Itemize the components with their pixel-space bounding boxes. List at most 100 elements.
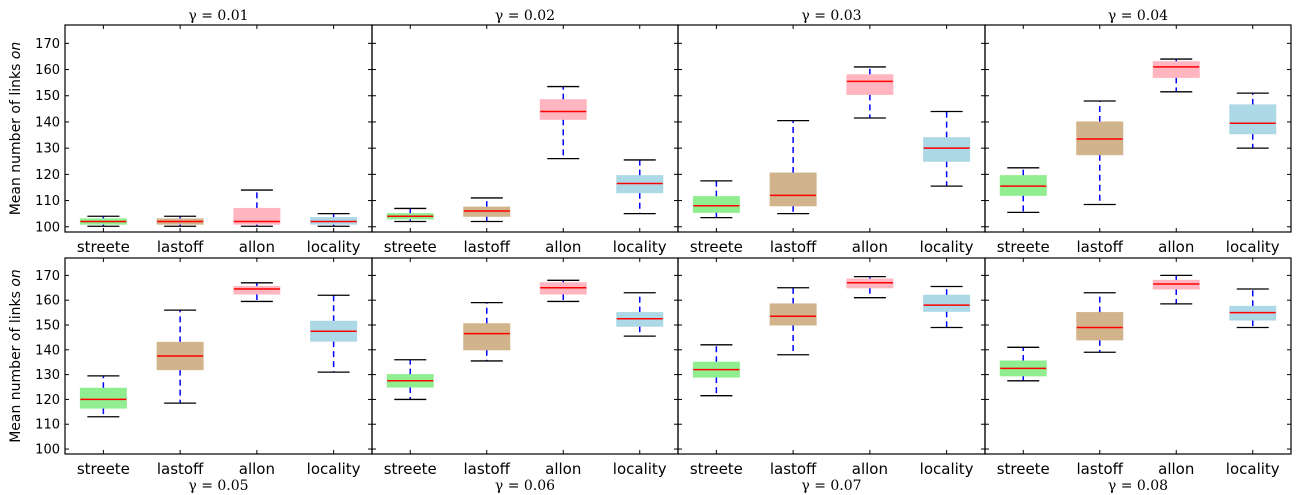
xtick-label: locality: [613, 238, 667, 256]
ytick-label: 120: [35, 168, 60, 183]
panel-title: γ = 0.03: [801, 8, 861, 24]
panel-8: streete lastoff allon locality γ = 0.08: [984, 257, 1292, 494]
panel-title: γ = 0.01: [188, 8, 248, 24]
xtick-label: lastoff: [770, 460, 817, 478]
panel-2: streete lastoff allon locality γ = 0.02: [371, 8, 679, 256]
xtick-label: allon: [545, 460, 581, 478]
xtick-label: streete: [690, 238, 743, 256]
ytick-label: 160: [35, 294, 60, 309]
panel-5: 100 110 120 130 140 150 160 170 streete lastoff al…: [35, 257, 373, 494]
panel-frame: [984, 257, 1292, 455]
xtick-label: allon: [852, 238, 888, 256]
box-body: [1229, 104, 1277, 135]
box-body: [79, 387, 127, 409]
ytick-label: 110: [35, 418, 60, 433]
box-locality: [923, 110, 971, 187]
box-streete: [999, 167, 1047, 213]
box-streete: [386, 359, 434, 401]
panel-title: γ = 0.06: [495, 478, 555, 494]
xtick-label: streete: [997, 460, 1050, 478]
box-allon: [233, 189, 281, 227]
ytick-label: 150: [35, 89, 60, 104]
xtick-label: allon: [852, 460, 888, 478]
y-axis-label-italic: on: [8, 269, 24, 286]
xtick-label: streete: [77, 238, 130, 256]
panel-frame: [64, 24, 373, 233]
panel-7: streete lastoff allon locality γ = 0.07: [677, 257, 986, 494]
ytick-label: 120: [35, 393, 60, 408]
ytick-label: 170: [35, 37, 60, 52]
panel-title: γ = 0.04: [1108, 8, 1168, 24]
box-locality: [616, 159, 664, 215]
y-axis-label-italic: on: [8, 42, 24, 59]
xtick-label: streete: [77, 460, 130, 478]
xtick-label: allon: [1158, 238, 1194, 256]
xtick-label: lastoff: [1076, 460, 1123, 478]
box-streete: [79, 375, 127, 418]
panel-4: streete lastoff allon locality γ = 0.04: [984, 8, 1292, 256]
y-axis-label: Mean number of links on: [8, 42, 24, 216]
xtick-label: streete: [690, 460, 743, 478]
box-body: [1076, 312, 1124, 341]
box-allon: [539, 85, 587, 160]
box-locality: [310, 294, 358, 373]
box-locality: [923, 285, 971, 329]
box-locality: [1229, 92, 1277, 149]
box-allon: [846, 275, 894, 299]
xtick-label: locality: [1226, 238, 1280, 256]
panel-3: streete lastoff allon locality γ = 0.03: [677, 8, 986, 256]
xtick-label: lastoff: [157, 238, 204, 256]
panel-6: streete lastoff allon locality γ = 0.06: [371, 257, 679, 494]
xtick-label: locality: [1226, 460, 1280, 478]
panel-title: γ = 0.08: [1108, 478, 1168, 494]
box-body: [923, 294, 971, 312]
panel-frame: [371, 257, 679, 455]
panel-title: γ = 0.07: [801, 478, 861, 494]
ytick-label: 130: [35, 368, 60, 383]
box-streete: [79, 215, 127, 227]
xtick-label: streete: [384, 238, 437, 256]
panel-frame: [371, 24, 679, 233]
box-body: [539, 99, 587, 120]
box-lastoff: [463, 197, 511, 223]
ytick-label: 100: [35, 443, 60, 458]
xtick-label: allon: [239, 460, 275, 478]
box-locality: [616, 292, 664, 337]
xtick-label: lastoff: [157, 460, 204, 478]
xtick-label: lastoff: [1076, 238, 1123, 256]
box-lastoff: [156, 215, 204, 227]
box-body: [463, 323, 511, 351]
xtick-label: locality: [307, 460, 361, 478]
panel-frame: [64, 257, 373, 455]
xtick-label: allon: [545, 238, 581, 256]
xtick-label: streete: [997, 238, 1050, 256]
box-allon: [1152, 274, 1200, 305]
ytick-label: 110: [35, 194, 60, 209]
xtick-label: lastoff: [770, 238, 817, 256]
xtick-label: locality: [307, 238, 361, 256]
box-lastoff: [769, 119, 817, 215]
box-body: [1152, 61, 1200, 78]
box-body: [692, 196, 740, 213]
panel-title: γ = 0.02: [495, 8, 555, 24]
y-axis-label-text: Mean number of links: [8, 287, 24, 443]
box-allon: [539, 279, 587, 303]
box-lastoff: [463, 302, 511, 362]
box-body: [233, 207, 281, 225]
ytick-label: 100: [35, 220, 60, 235]
ytick-label: 150: [35, 318, 60, 333]
ytick-label: 130: [35, 142, 60, 157]
panel-frame: [677, 257, 986, 455]
xtick-label: locality: [920, 460, 974, 478]
y-axis-label: Mean number of links on: [8, 269, 24, 443]
panel-1: 100 110 120 130 140 150 160 170 streete lastoff al…: [35, 8, 373, 256]
ytick-label: 170: [35, 269, 60, 284]
panel-frame: [984, 24, 1292, 233]
box-lastoff: [1076, 292, 1124, 353]
box-body: [846, 74, 894, 95]
box-lastoff: [156, 309, 204, 404]
box-streete: [386, 207, 434, 223]
box-lastoff: [1076, 100, 1124, 206]
box-body: [923, 137, 971, 162]
box-allon: [846, 66, 894, 119]
